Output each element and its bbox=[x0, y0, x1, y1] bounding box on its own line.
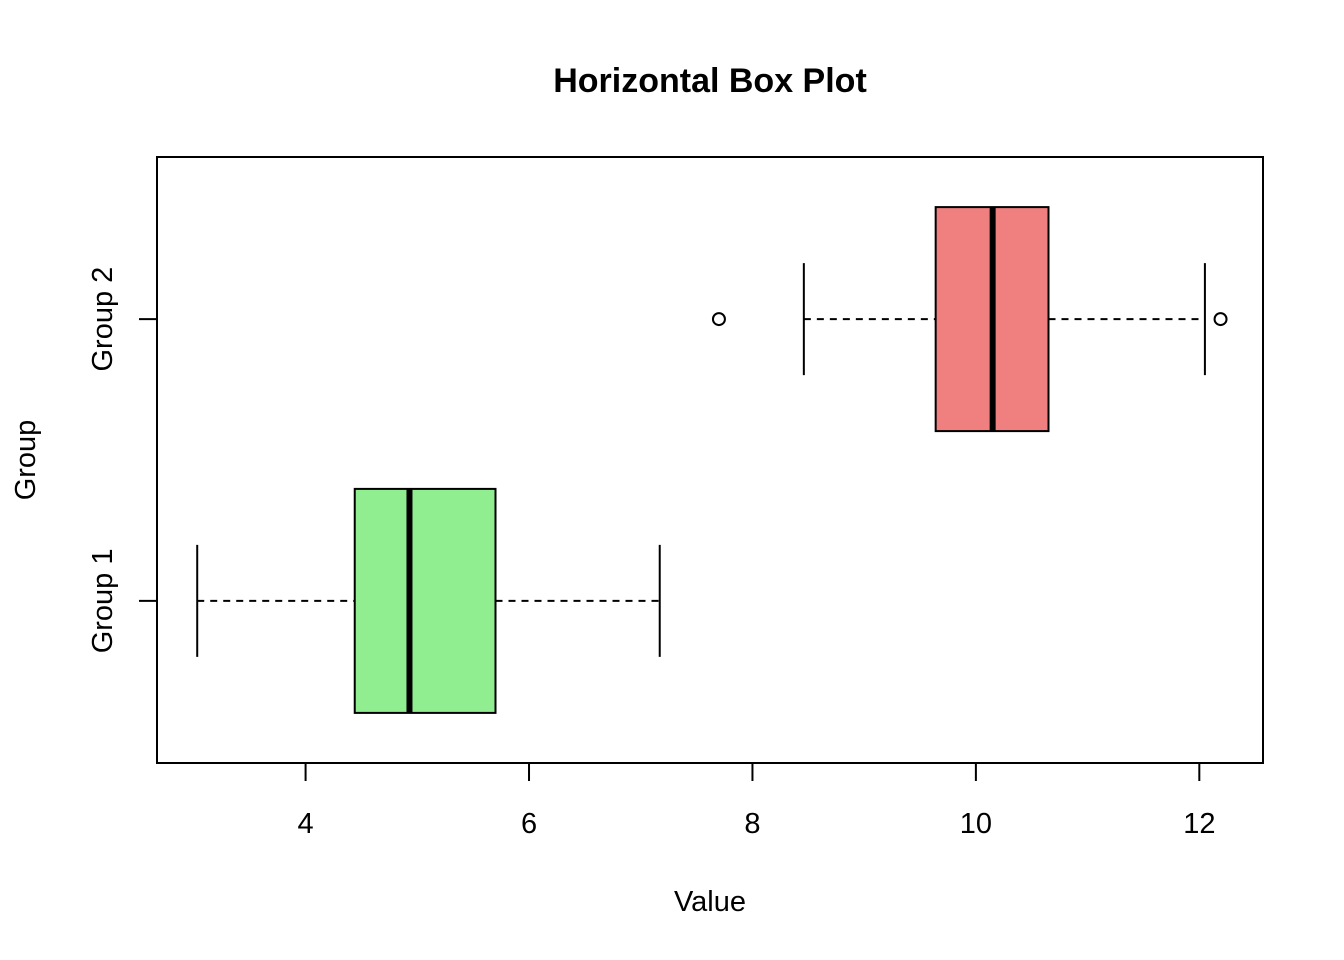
chart-title: Horizontal Box Plot bbox=[553, 62, 867, 100]
y-axis: Group 1 Group 2 bbox=[87, 267, 158, 653]
x-tick-label: 4 bbox=[298, 808, 314, 840]
y-axis-label: Group bbox=[10, 420, 42, 501]
box-iqr bbox=[353, 487, 497, 714]
x-axis-label: Value bbox=[674, 886, 746, 918]
box-group bbox=[711, 206, 1228, 433]
y-tick-label: Group 2 bbox=[87, 267, 119, 372]
y-tick-label: Group 1 bbox=[87, 548, 119, 653]
x-axis: 4 6 8 10 12 bbox=[298, 762, 1215, 840]
outlier-point bbox=[1213, 312, 1228, 327]
x-tick-label: 6 bbox=[521, 808, 537, 840]
x-tick-label: 10 bbox=[960, 808, 992, 840]
x-tick-label: 8 bbox=[744, 808, 760, 840]
outlier-point bbox=[711, 312, 726, 327]
x-tick-label: 12 bbox=[1183, 808, 1215, 840]
box-group bbox=[196, 487, 661, 714]
plot-frame bbox=[156, 156, 1264, 764]
boxes-layer bbox=[196, 206, 1228, 714]
